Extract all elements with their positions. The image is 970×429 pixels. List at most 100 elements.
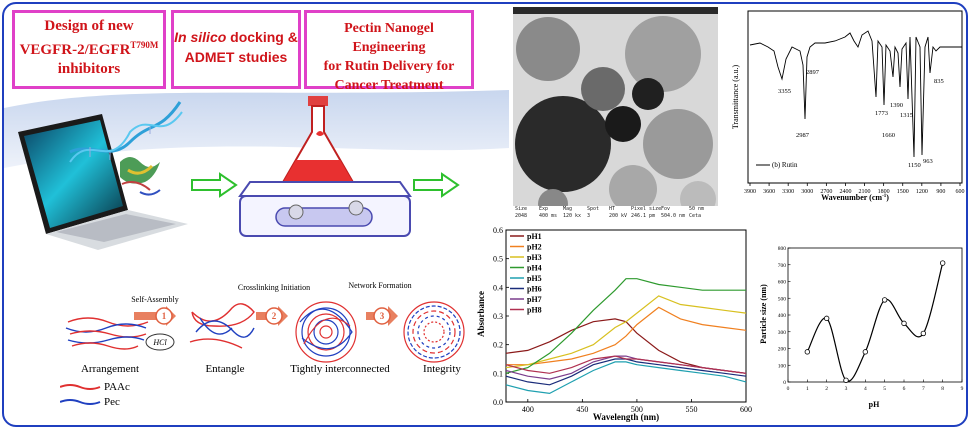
ps-xtick-label: 5: [883, 386, 886, 392]
abs-xlabel: Wavelength (nm): [593, 412, 659, 422]
ps-ylabel: Particle size (nm): [759, 284, 768, 344]
ps-point: [902, 321, 907, 326]
abs-xtick-label: 500: [631, 405, 643, 414]
step-number: 1: [162, 311, 167, 321]
nanogel-formation-diagram: Self-Assembly Crosslinking Initiation Ne…: [60, 272, 472, 422]
ps-xtick-label: 4: [864, 386, 867, 392]
step-1-arrow: 1: [134, 306, 176, 326]
tem-value: 3: [587, 213, 590, 219]
ps-xtick-label: 7: [922, 386, 925, 392]
ir-xtick-label: 1500: [897, 189, 909, 195]
step-label: Self-Assembly: [131, 295, 179, 304]
integrity-network: [404, 302, 464, 362]
ps-ytick-label: 700: [778, 263, 787, 269]
abs-ytick-label: 0.5: [493, 255, 503, 264]
abs-legend-label: pH6: [527, 285, 542, 294]
absorbance-chart: Absorbance Wavelength (nm) 0.0 0.1 0.2 0.3 0…: [474, 224, 752, 424]
step-label: Network Formation: [348, 281, 411, 290]
polymer-legend: PAAc Pec: [60, 381, 130, 408]
abs-ylabel: Absorbance: [476, 291, 486, 337]
ir-xtick-label: 3900: [744, 189, 756, 195]
legend-paac: PAAc: [104, 381, 130, 393]
ir-peak-label: 1150: [908, 162, 921, 169]
ir-xtick-label: 600: [956, 189, 965, 195]
abs-xtick-label: 450: [576, 405, 588, 414]
hcl-label: HCl: [152, 338, 167, 347]
tem-micrograph: [513, 7, 718, 221]
docking-line2: ADMET studies: [174, 47, 298, 67]
ir-peak-label: 835: [934, 78, 944, 85]
ps-point: [863, 350, 868, 355]
legend-pec: Pec: [104, 396, 120, 408]
ir-peak-label: 2987: [796, 132, 810, 139]
abs-plot-area: [506, 230, 746, 402]
docking-box: In silico docking & ADMET studies: [171, 10, 301, 89]
step-3-arrow: 3: [366, 306, 398, 326]
ps-ytick-label: 800: [778, 246, 787, 252]
ps-xtick-label: 3: [845, 386, 848, 392]
flask-icon: [282, 96, 355, 190]
tem-value: 200 kV: [609, 213, 627, 219]
ps-ytick-label: 300: [778, 330, 787, 336]
ps-point: [805, 350, 810, 355]
arrangement-strands: [66, 318, 148, 349]
laptop-illustration: [10, 92, 196, 252]
ir-peak-label: 1315: [900, 112, 913, 119]
entangle-strands: [190, 304, 254, 348]
stage-label: Integrity: [423, 363, 461, 375]
tem-label: HT: [609, 206, 615, 212]
tem-label: Mag: [563, 206, 572, 212]
abs-ytick-label: 0.3: [493, 312, 503, 321]
ir-spectrum: Transmittance (a.u.) 3355 2897 2987 1773…: [730, 7, 966, 202]
tight-network: [296, 302, 356, 362]
step-label: Crosslinking Initiation: [238, 283, 310, 292]
ir-peak-label: 3355: [778, 88, 791, 95]
ps-xtick-label: 8: [941, 386, 944, 392]
tem-value: 246.1 pm: [631, 213, 655, 219]
ir-xtick-label: 3300: [782, 189, 794, 195]
abs-legend-label: pH3: [527, 253, 542, 262]
abs-xtick-label: 600: [740, 405, 752, 414]
ps-xtick-label: 9: [961, 386, 964, 392]
protein-structure: [120, 157, 160, 195]
abs-xtick-label: 550: [685, 405, 697, 414]
step-2-arrow: 2: [256, 306, 288, 326]
design-box: Design of new VEGFR-2/EGFRT790M inhibito…: [12, 10, 166, 89]
ir-xtick-label: 3600: [763, 189, 775, 195]
ps-ytick-label: 100: [778, 363, 787, 369]
ir-peak-label: 1390: [890, 102, 903, 109]
pectin-line1: Pectin Nanogel Engineering: [307, 19, 471, 57]
ps-ytick-label: 600: [778, 280, 787, 286]
ps-xtick-label: 1: [806, 386, 809, 392]
abs-ytick-label: 0.2: [493, 341, 503, 350]
stage-label: Entangle: [205, 363, 244, 375]
design-sup: T790M: [130, 40, 158, 50]
tem-value: 400 ms: [539, 213, 557, 219]
abs-legend-label: pH8: [527, 306, 542, 315]
tem-label: Exp: [539, 206, 548, 212]
ir-legend: (b) Rutin: [772, 161, 798, 169]
ps-point: [882, 298, 887, 303]
design-line3: inhibitors: [15, 60, 163, 79]
design-line2: VEGFR-2/EGFR: [20, 42, 131, 58]
ir-peak-label: 1660: [882, 132, 895, 139]
ir-xtick-label: 900: [936, 189, 945, 195]
stage-label: Arrangement: [81, 363, 139, 375]
ir-ylabel: Transmittance (a.u.): [731, 64, 740, 129]
abs-legend-label: pH4: [527, 264, 542, 273]
arrow-right-icon: [412, 172, 460, 198]
ps-ytick-label: 500: [778, 296, 787, 302]
abs-ytick-label: 0.6: [493, 226, 503, 235]
ir-xtick-label: 1200: [916, 189, 928, 195]
ps-ytick-label: 400: [778, 313, 787, 319]
abs-legend-label: pH5: [527, 274, 542, 283]
tem-info-bar: Size Exp Mag Spot HT Pixel size Fov 50 n…: [513, 206, 718, 221]
docking-rest: docking &: [226, 29, 298, 45]
tem-label: Fov: [661, 206, 670, 212]
tem-scale-label: 50 nm: [689, 206, 704, 212]
tem-value: 120 kx: [563, 213, 581, 219]
abs-legend-label: pH7: [527, 295, 542, 304]
abs-xtick-label: 400: [522, 405, 534, 414]
step-number: 3: [380, 311, 385, 321]
ir-peak-label: 1773: [875, 110, 888, 117]
